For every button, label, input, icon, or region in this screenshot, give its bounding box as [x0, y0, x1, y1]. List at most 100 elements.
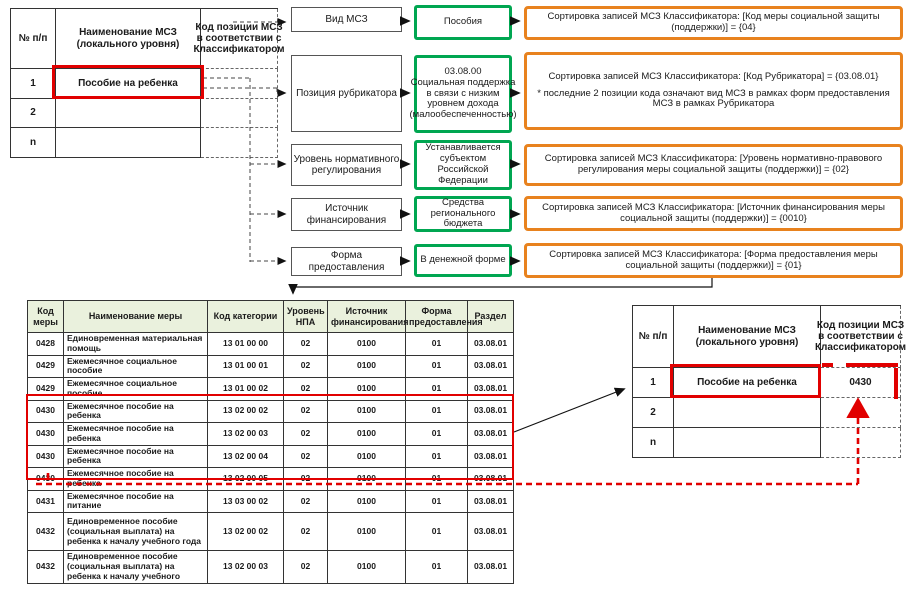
- header-cell-num: № п/п: [11, 9, 56, 69]
- sort-rule-text: Сортировка записей МСЗ Классификатора: […: [542, 201, 885, 224]
- table-cell: 13 03 00 02: [207, 489, 284, 514]
- table-cell: [201, 99, 278, 128]
- table-cell: [821, 398, 901, 428]
- table-row-highlighted: 0430 Ежемесячное пособие на ребенка 13 0…: [27, 444, 514, 469]
- header-cell-code: Код позиции МСЗ в соответствии с Классиф…: [193, 9, 285, 69]
- table-cell: 13 02 00 02: [207, 512, 284, 552]
- table-cell: 03.08.01: [467, 467, 514, 491]
- table-cell: 0100: [327, 444, 406, 469]
- value-box-rubric-code: 03.08.00 Социальная поддержка в связи с …: [410, 55, 517, 133]
- table-cell-code-0430: 0430: [821, 368, 901, 398]
- table-cell: 0430: [27, 399, 64, 424]
- table-cell: 02: [283, 354, 328, 379]
- value-box-subject-rf: Устанавливается субъектом Российской Фед…: [414, 140, 512, 190]
- table-row: 0429 Ежемесячное социальное пособие 13 0…: [27, 377, 514, 401]
- sort-rule-box-2: Сортировка записей МСЗ Классификатора: […: [524, 52, 903, 130]
- table-cell: 03.08.01: [467, 332, 514, 356]
- table-cell: 0100: [327, 399, 406, 424]
- table-cell: 03.08.01: [467, 550, 514, 584]
- table-cell: [821, 428, 901, 458]
- table-cell: 13 02 00 03: [207, 422, 284, 446]
- table-cell: 03.08.01: [467, 377, 514, 401]
- table-cell: Единовременное пособие (социальная выпла…: [63, 550, 208, 584]
- header-cell-name: Наименование МСЗ (локального уровня): [56, 9, 201, 69]
- local-msz-table: № п/п Наименование МСЗ (локального уровн…: [10, 8, 285, 158]
- arrow-to-linked-table: [513, 387, 626, 433]
- table-cell: [674, 398, 821, 428]
- table-cell: [201, 69, 278, 99]
- table-cell: 0100: [327, 512, 406, 552]
- table-cell: Единовременная материальная помощь: [63, 332, 208, 356]
- table-row-highlighted: 0430 Ежемесячное пособие на ребенка 13 0…: [27, 467, 514, 491]
- table-cell: 1: [633, 368, 674, 398]
- attribute-box-funding-source: Источник финансирования: [291, 198, 402, 231]
- header-cell: Раздел: [467, 300, 514, 333]
- table-cell-highlighted: Пособие на ребенка: [674, 368, 821, 398]
- table-cell: 13 02 00 03: [207, 550, 284, 584]
- table-cell: 0100: [327, 332, 406, 356]
- table-cell: [56, 99, 201, 128]
- sort-rule-text: Сортировка записей МСЗ Классификатора: […: [549, 248, 878, 271]
- table-cell: 02: [283, 377, 328, 401]
- table-cell: Ежемесячное социальное пособие: [63, 354, 208, 379]
- table-cell: 02: [283, 512, 328, 552]
- header-cell: Код категории: [207, 300, 284, 333]
- header-cell: Уровень НПА: [283, 300, 328, 333]
- table-cell: 0429: [27, 377, 64, 401]
- table-cell: 0100: [327, 550, 406, 584]
- connector-to-classifier-table: [288, 278, 713, 295]
- sort-rule-box-4: Сортировка записей МСЗ Классификатора: […: [524, 196, 903, 231]
- table-row-highlighted: 0430 Ежемесячное пособие на ребенка 13 0…: [27, 399, 514, 424]
- header-cell-name: Наименование МСЗ (локального уровня): [674, 306, 821, 368]
- table-cell: 01: [405, 489, 468, 514]
- table-cell: 0100: [327, 377, 406, 401]
- table-cell: [201, 128, 278, 158]
- table-cell: 01: [405, 512, 468, 552]
- linked-local-msz-table: № п/п Наименование МСЗ (локального уровн…: [632, 305, 906, 458]
- table-cell: 01: [405, 354, 468, 379]
- table-cell: Ежемесячное пособие на питание: [63, 489, 208, 514]
- header-cell-code: Код позиции МСЗ в соответствии с Классиф…: [815, 306, 906, 368]
- table-row-highlighted: 0430 Ежемесячное пособие на ребенка 13 0…: [27, 422, 514, 446]
- table-cell: 0100: [327, 467, 406, 491]
- table-row: 0428 Единовременная материальная помощь …: [27, 332, 514, 356]
- table-cell: n: [633, 428, 674, 458]
- table-cell: 13 01 00 02: [207, 377, 284, 401]
- header-cell: Форма предоставления: [405, 300, 483, 333]
- sort-rule-box-3: Сортировка записей МСЗ Классификатора: […: [524, 144, 903, 186]
- header-cell: Код меры: [27, 300, 64, 333]
- table-row: 0432 Единовременное пособие (социальная …: [27, 550, 514, 584]
- table-cell: Ежемесячное пособие на ребенка: [63, 399, 208, 424]
- value-box-money-form: В денежной форме: [414, 244, 512, 277]
- table-cell: 01: [405, 332, 468, 356]
- table-cell: 0432: [27, 550, 64, 584]
- sort-rule-text: Сортировка записей МСЗ Классификатора: […: [548, 70, 879, 82]
- table-cell: Ежемесячное пособие на ребенка: [63, 422, 208, 446]
- table-cell: 0429: [27, 354, 64, 379]
- table-cell: 03.08.01: [467, 422, 514, 446]
- table-cell: 0100: [327, 489, 406, 514]
- table-cell: 02: [283, 467, 328, 491]
- table-cell: 2: [11, 99, 56, 128]
- table-cell: 01: [405, 550, 468, 584]
- table-cell: Единовременное пособие (социальная выпла…: [63, 512, 208, 552]
- table-cell: n: [11, 128, 56, 158]
- table-cell: 13 02 00 02: [207, 399, 284, 424]
- table-cell: 02: [283, 444, 328, 469]
- attribute-box-rubrikator: Позиция рубрикатора: [291, 55, 402, 132]
- table-cell: 2: [633, 398, 674, 428]
- attribute-box-provision-form: Форма предоставления: [291, 247, 402, 276]
- table-cell: 0432: [27, 512, 64, 552]
- table-cell: 0430: [27, 444, 64, 469]
- table-cell: 0430: [27, 422, 64, 446]
- header-cell: Наименование меры: [63, 300, 208, 333]
- value-box-posobiya: Пособия: [414, 5, 512, 40]
- table-cell: [56, 128, 201, 158]
- table-cell: 03.08.01: [467, 354, 514, 379]
- table-cell: 13 01 00 00: [207, 332, 284, 356]
- table-cell: 01: [405, 422, 468, 446]
- table-cell: 02: [283, 422, 328, 446]
- table-cell: 0100: [327, 354, 406, 379]
- table-cell: 02: [283, 489, 328, 514]
